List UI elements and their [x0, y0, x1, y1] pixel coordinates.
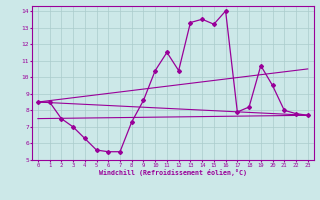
X-axis label: Windchill (Refroidissement éolien,°C): Windchill (Refroidissement éolien,°C) [99, 169, 247, 176]
